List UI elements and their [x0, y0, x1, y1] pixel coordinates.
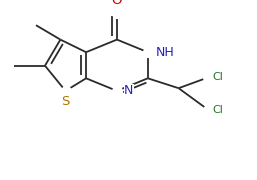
Text: NH: NH [155, 46, 174, 59]
Text: Cl: Cl [212, 72, 223, 82]
Text: O: O [112, 0, 122, 7]
Text: S: S [61, 95, 70, 108]
Text: Cl: Cl [212, 105, 223, 115]
Text: N: N [124, 84, 133, 97]
